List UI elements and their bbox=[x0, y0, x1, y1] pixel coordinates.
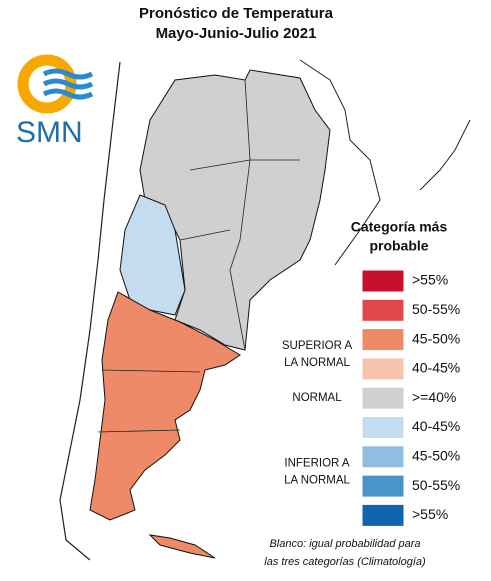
legend-label: >55% bbox=[412, 506, 448, 522]
tierra-del-fuego bbox=[148, 534, 216, 559]
border-east bbox=[299, 59, 381, 266]
legend-swatch bbox=[361, 298, 405, 322]
legend-label: >=40% bbox=[412, 389, 456, 405]
legend-swatch bbox=[361, 503, 405, 527]
legend-title: Categoría más bbox=[351, 219, 448, 235]
legend-swatch bbox=[361, 269, 405, 293]
legend-swatch bbox=[361, 386, 405, 410]
coast-brazil bbox=[419, 119, 471, 191]
map bbox=[59, 59, 471, 561]
legend-swatch bbox=[361, 474, 405, 498]
legend-label: 40-45% bbox=[412, 418, 460, 434]
group-label: LA NORMAL bbox=[284, 474, 350, 486]
legend-swatch bbox=[361, 357, 405, 381]
legend-swatch bbox=[361, 416, 405, 439]
region-below-40-45 bbox=[119, 194, 186, 316]
footnote: Blanco: igual probabilidad para bbox=[269, 538, 420, 550]
legend-label: 45-50% bbox=[412, 330, 460, 346]
subtitle: Mayo-Junio-Julio 2021 bbox=[156, 25, 317, 42]
group-label: LA NORMAL bbox=[284, 357, 350, 369]
title: Pronóstico de Temperatura bbox=[139, 5, 334, 22]
region-normal bbox=[139, 69, 331, 351]
region-above-45-50 bbox=[89, 291, 241, 521]
legend-title: probable bbox=[369, 238, 428, 254]
province-lines bbox=[97, 79, 300, 433]
footnote: las tres categorías (Climatología) bbox=[264, 556, 426, 568]
group-label: SUPERIOR A bbox=[282, 340, 353, 352]
legend-swatch bbox=[361, 328, 405, 352]
logo: SMN bbox=[16, 54, 94, 149]
legend: Categoría más probable >55% 50-55% 45-50% 4… bbox=[351, 219, 460, 527]
logo-waves bbox=[42, 68, 94, 100]
legend-label: 50-55% bbox=[412, 477, 460, 493]
legend-groups: SUPERIOR A LA NORMAL NORMAL INFERIOR A LA NO… bbox=[282, 340, 353, 486]
legend-label: 40-45% bbox=[412, 360, 460, 376]
legend-label: 50-55% bbox=[412, 301, 460, 317]
group-label: INFERIOR A bbox=[284, 457, 350, 469]
group-label: NORMAL bbox=[292, 392, 342, 404]
legend-label: 45-50% bbox=[412, 448, 460, 464]
logo-text: SMN bbox=[16, 116, 83, 149]
legend-label: >55% bbox=[412, 272, 448, 288]
legend-swatch bbox=[361, 445, 405, 469]
chile-coast bbox=[59, 61, 121, 561]
